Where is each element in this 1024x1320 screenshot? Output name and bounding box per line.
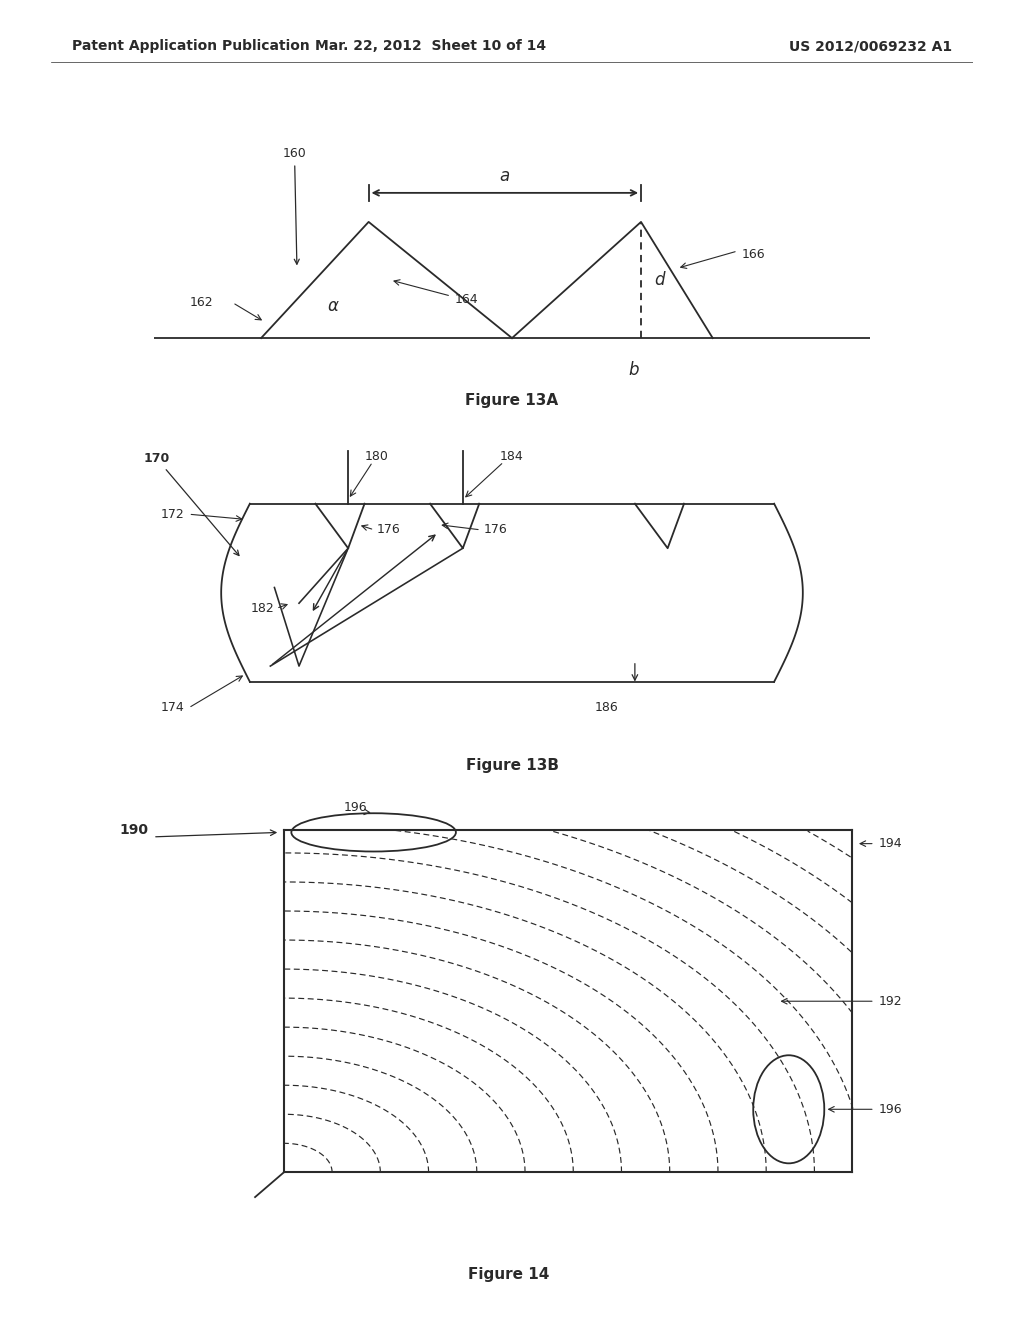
Text: Figure 13A: Figure 13A bbox=[466, 393, 558, 408]
Text: 184: 184 bbox=[500, 450, 523, 463]
Text: 172: 172 bbox=[161, 508, 184, 520]
Text: 190: 190 bbox=[120, 824, 148, 837]
Text: 162: 162 bbox=[189, 296, 213, 309]
Text: US 2012/0069232 A1: US 2012/0069232 A1 bbox=[788, 40, 952, 53]
Text: 164: 164 bbox=[455, 293, 478, 306]
Text: 186: 186 bbox=[595, 701, 618, 714]
Text: 166: 166 bbox=[741, 248, 765, 260]
Text: 182: 182 bbox=[251, 602, 274, 615]
Text: 180: 180 bbox=[365, 450, 388, 463]
Text: d: d bbox=[654, 271, 665, 289]
Text: Figure 14: Figure 14 bbox=[468, 1267, 549, 1282]
Text: 192: 192 bbox=[879, 995, 902, 1007]
Text: a: a bbox=[500, 168, 510, 185]
Text: 170: 170 bbox=[143, 451, 239, 556]
Text: 196: 196 bbox=[879, 1102, 902, 1115]
Text: 196: 196 bbox=[344, 801, 368, 814]
Text: 176: 176 bbox=[483, 524, 507, 536]
Text: 194: 194 bbox=[879, 837, 902, 850]
Text: 160: 160 bbox=[283, 148, 306, 264]
Text: Figure 13B: Figure 13B bbox=[466, 758, 558, 772]
Text: b: b bbox=[629, 360, 639, 379]
Text: Patent Application Publication: Patent Application Publication bbox=[72, 40, 309, 53]
Text: Mar. 22, 2012  Sheet 10 of 14: Mar. 22, 2012 Sheet 10 of 14 bbox=[314, 40, 546, 53]
Text: α: α bbox=[328, 297, 338, 315]
Text: 176: 176 bbox=[377, 524, 400, 536]
Text: 174: 174 bbox=[161, 701, 184, 714]
